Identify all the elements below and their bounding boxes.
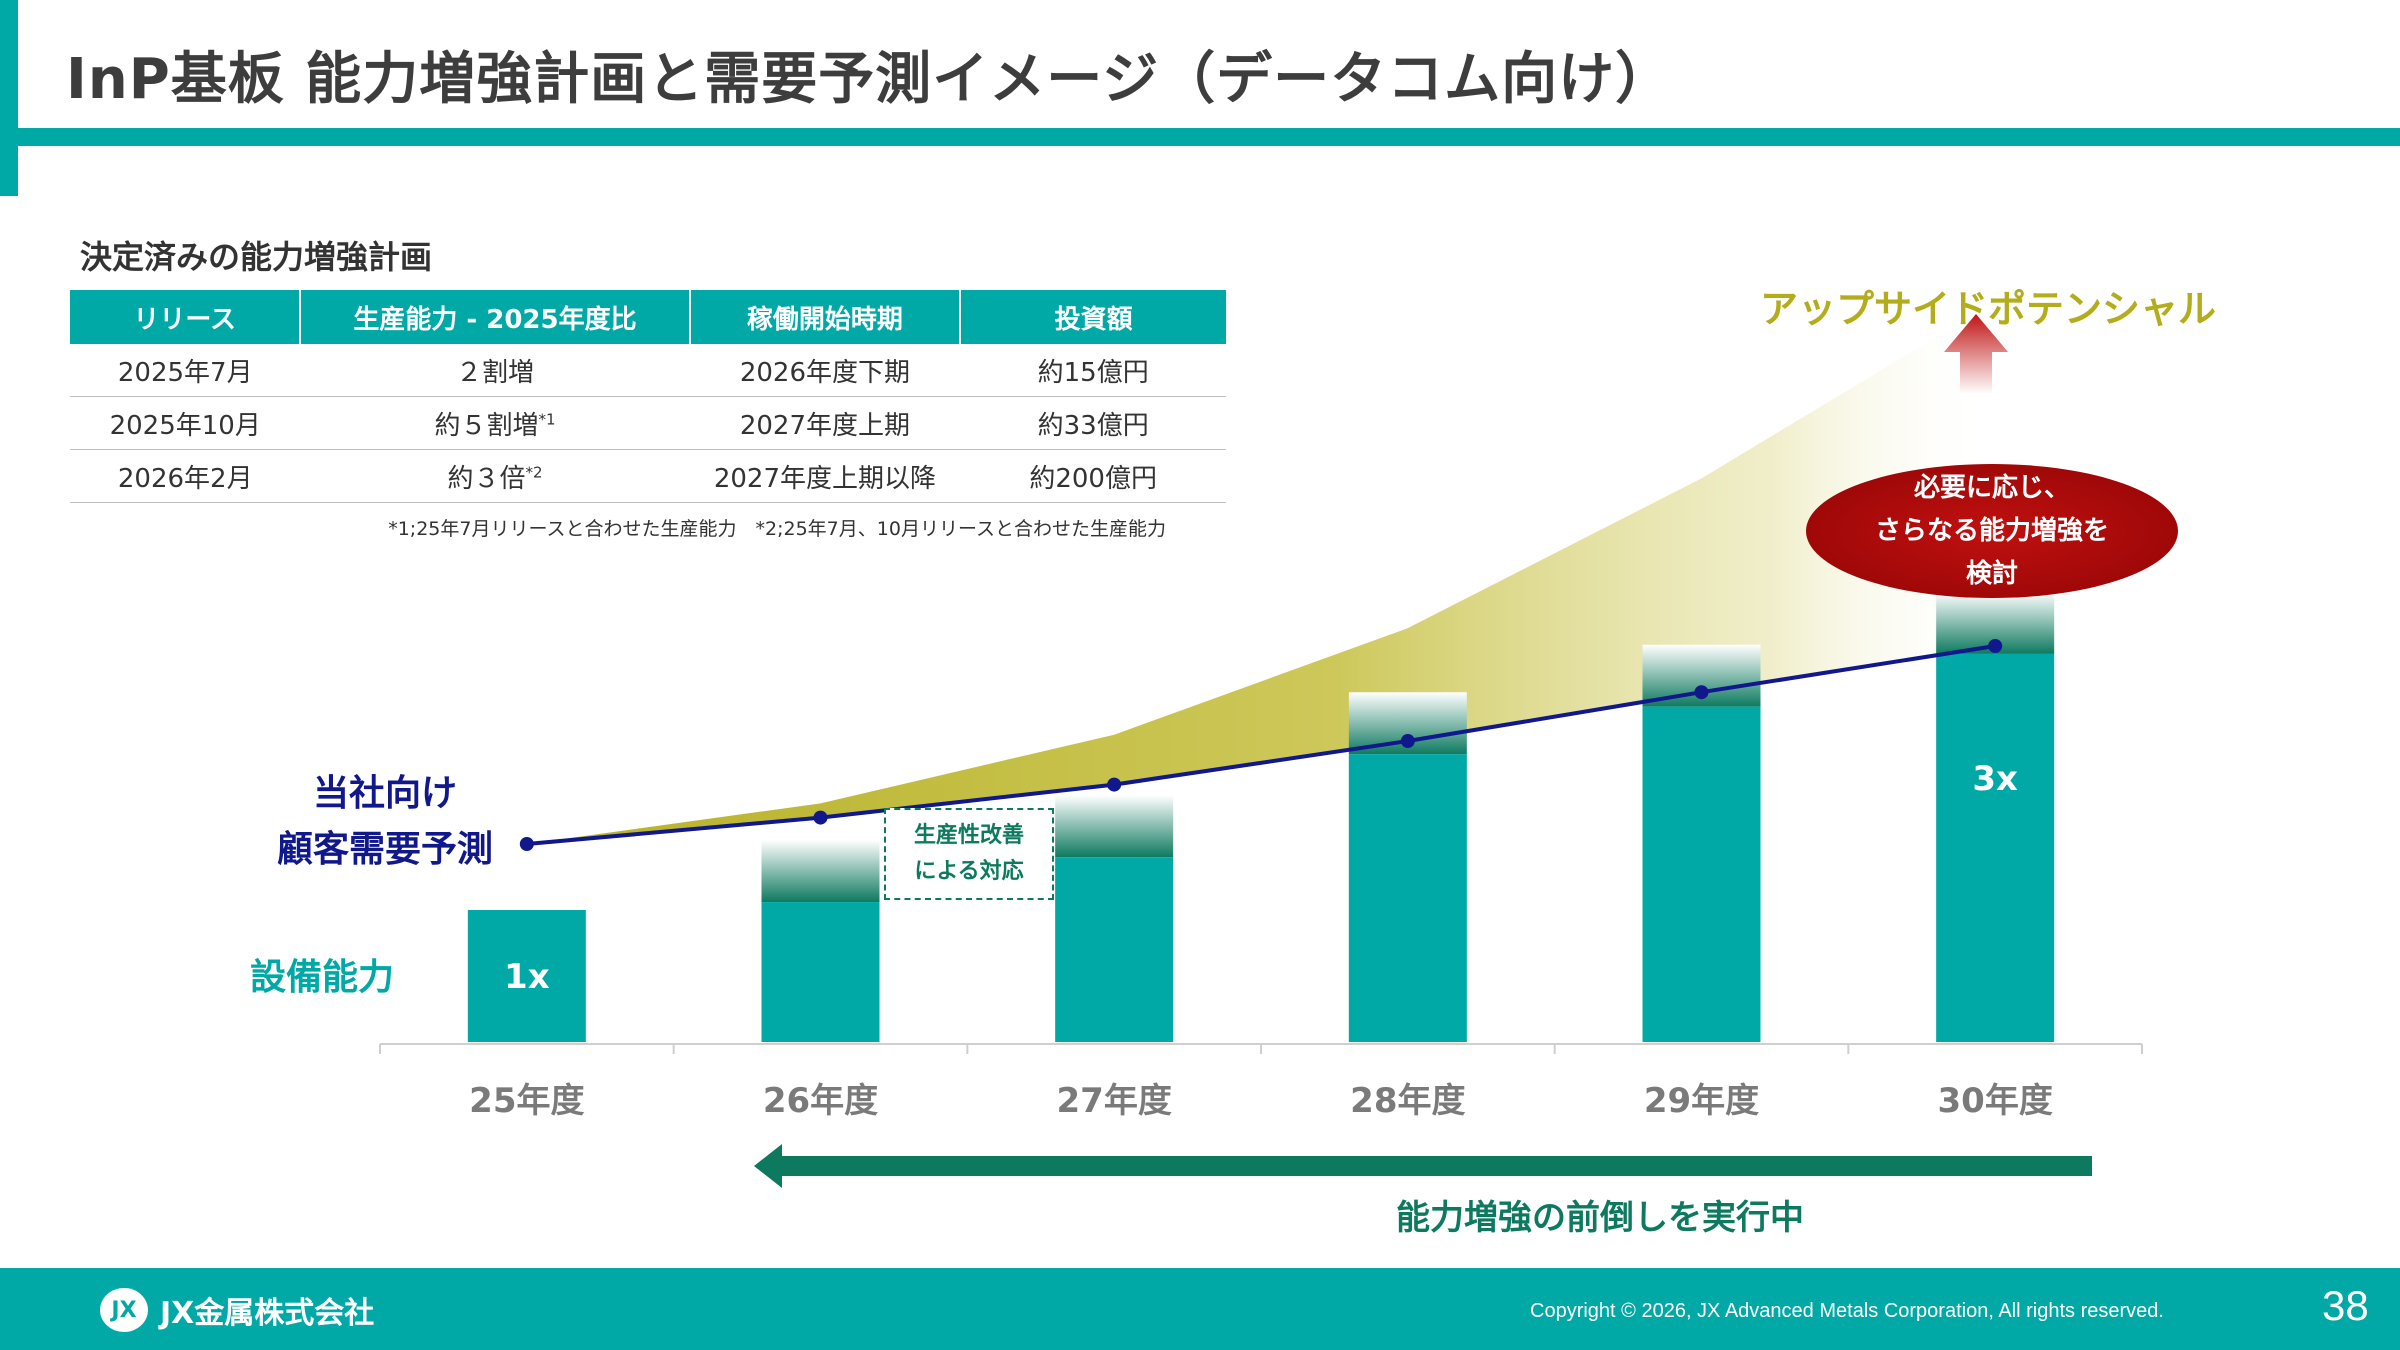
title-rule xyxy=(0,128,2400,146)
demand-label-line: 顧客需要予測 xyxy=(276,829,493,870)
bubble-line: 必要に応じ、 xyxy=(1913,472,2070,503)
bar-data-label: 1x xyxy=(504,957,550,997)
x-tick-label: 25年度 xyxy=(469,1081,584,1121)
productivity-line: による対応 xyxy=(914,859,1024,884)
title-accent-bar xyxy=(0,0,18,196)
bars-group: 1x 3x xyxy=(467,591,2055,1042)
plan-section-title: 決定済みの能力増強計画 xyxy=(80,238,433,276)
demand-label-line: 当社向け xyxy=(312,773,457,814)
x-tick-label: 26年度 xyxy=(763,1081,878,1121)
demand-point xyxy=(1400,734,1415,749)
demand-point xyxy=(813,810,828,825)
cell-release: 2026年2月 xyxy=(70,449,301,503)
cell-start: 2026年度下期 xyxy=(689,344,961,397)
bubble-line: さらなる能力増強を xyxy=(1874,515,2109,546)
capacity-demand-chart: 1x 3x 25年度 26年度 27年度 28年度 29年度 30年度 xyxy=(379,301,2143,1188)
capacity-footnote: *1 xyxy=(538,409,556,428)
demand-forecast-label: 当社向け 顧客需要予測 xyxy=(250,766,520,878)
demand-forecast-line xyxy=(526,644,1996,846)
copyright: Copyright © 2026, JX Advanced Metals Cor… xyxy=(1530,1300,2164,1322)
header-investment: 投資額 xyxy=(960,290,1226,344)
header-release: リリース xyxy=(70,290,302,344)
demand-point xyxy=(1694,685,1709,700)
cell-capacity: 約３倍*2 xyxy=(300,449,690,503)
demand-point xyxy=(1107,777,1122,792)
table-footnote: *1;25年7月リリースと合わせた生産能力 *2;25年7月、10月リリースと合… xyxy=(388,518,1166,540)
bar-data-label: 3x xyxy=(1972,759,2018,799)
company-logo: JX JX金属株式会社 xyxy=(100,1288,374,1332)
capacity-bar xyxy=(1055,857,1174,1042)
cell-investment: 約15億円 xyxy=(960,344,1226,397)
arrow-caption: 能力増強の前倒しを実行中 xyxy=(1396,1198,1804,1238)
company-name: JX金属株式会社 xyxy=(160,1296,375,1331)
capacity-value: ２割増 xyxy=(455,357,534,388)
plan-table: リリース 生産能力 - 2025年度比 稼働開始時期 投資額 2025年7月 ２… xyxy=(70,290,1226,503)
productivity-line: 生産性改善 xyxy=(913,823,1024,848)
cell-investment: 約200億円 xyxy=(960,449,1226,503)
demand-point xyxy=(1988,639,2003,653)
upside-bubble: 必要に応じ、 さらなる能力増強を 検討 xyxy=(1806,464,2178,598)
x-tick-label: 27年度 xyxy=(1057,1081,1172,1121)
capacity-bar xyxy=(1642,706,1761,1042)
capacity-bar xyxy=(467,910,586,1042)
x-axis-labels: 25年度 26年度 27年度 28年度 29年度 30年度 xyxy=(469,1081,2053,1121)
plan-table-header: リリース 生産能力 - 2025年度比 稼働開始時期 投資額 xyxy=(70,290,1226,344)
table-row: 2025年10月 約５割増*1 2027年度上期 約33億円 xyxy=(70,396,1226,450)
demand-point xyxy=(519,837,534,851)
left-arrow-icon xyxy=(754,1144,2092,1188)
capacity-bar xyxy=(1936,653,2055,1042)
capacity-bar xyxy=(1348,754,1467,1042)
table-row: 2025年7月 ２割増 2026年度下期 約15億円 xyxy=(70,344,1226,397)
cell-release: 2025年10月 xyxy=(70,396,301,450)
capacity-footnote: *2 xyxy=(525,462,543,481)
capacity-value: 約５割増 xyxy=(434,410,539,441)
cell-investment: 約33億円 xyxy=(960,396,1226,450)
upside-potential-label: アップサイドポテンシャル xyxy=(1760,287,2217,331)
cell-capacity: 約５割増*1 xyxy=(300,396,690,450)
page-title: InP基板 能力増強計画と需要予測イメージ（データコム向け） xyxy=(66,47,1673,112)
footer: JX JX金属株式会社 Copyright © 2026, JX Advance… xyxy=(0,1268,2400,1350)
demand-line-group xyxy=(519,639,2003,851)
cell-capacity: ２割増 xyxy=(300,344,690,397)
capacity-fade-2 xyxy=(1055,795,1174,858)
x-axis-ticks xyxy=(379,1044,2143,1054)
upside-potential-area xyxy=(526,301,1996,845)
bubble-line: 検討 xyxy=(1965,558,2018,589)
cell-start: 2027年度上期以降 xyxy=(689,449,961,503)
capacity-label: 設備能力 xyxy=(250,957,395,998)
cell-start: 2027年度上期 xyxy=(689,396,961,450)
x-tick-label: 30年度 xyxy=(1938,1081,2053,1121)
cell-release: 2025年7月 xyxy=(70,344,301,397)
productivity-box: 生産性改善 による対応 xyxy=(884,808,1054,900)
x-tick-label: 28年度 xyxy=(1350,1081,1465,1121)
capacity-fade-1 xyxy=(761,840,880,903)
page-number: 38 xyxy=(2322,1282,2369,1329)
capacity-bar xyxy=(761,902,880,1042)
header-start: 稼働開始時期 xyxy=(689,290,962,344)
capacity-value: 約３倍 xyxy=(447,463,526,494)
logo-mark-icon: JX xyxy=(100,1288,148,1332)
x-tick-label: 29年度 xyxy=(1644,1081,1759,1121)
header-capacity: 生産能力 - 2025年度比 xyxy=(300,290,691,344)
table-row: 2026年2月 約３倍*2 2027年度上期以降 約200億円 xyxy=(70,449,1226,503)
up-arrow-icon xyxy=(1944,314,2008,394)
